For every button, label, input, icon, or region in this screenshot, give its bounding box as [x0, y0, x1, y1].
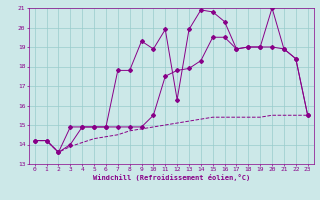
X-axis label: Windchill (Refroidissement éolien,°C): Windchill (Refroidissement éolien,°C): [92, 174, 250, 181]
